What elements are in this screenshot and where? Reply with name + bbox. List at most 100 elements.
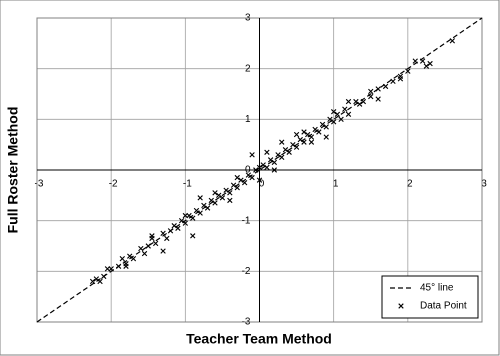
data-point xyxy=(227,197,233,204)
data-point xyxy=(390,78,396,85)
data-point xyxy=(164,235,170,242)
legend-swatch xyxy=(398,303,404,309)
data-point xyxy=(212,200,218,206)
x-axis-title: Teacher Team Method xyxy=(186,331,332,347)
data-point xyxy=(419,58,426,64)
data-point xyxy=(197,210,203,216)
data-point xyxy=(101,273,107,280)
data-point xyxy=(368,88,374,95)
data-point xyxy=(323,134,329,140)
data-point xyxy=(160,248,166,254)
data-point xyxy=(301,129,307,135)
data-point xyxy=(119,255,125,262)
data-point xyxy=(167,228,174,234)
data-point xyxy=(293,131,300,138)
data-point xyxy=(197,195,203,201)
data-point xyxy=(342,106,348,112)
data-point xyxy=(330,109,337,115)
data-point xyxy=(382,83,389,90)
legend-label: Data Point xyxy=(420,301,467,312)
data-point xyxy=(178,217,185,224)
data-point xyxy=(249,174,255,181)
data-point xyxy=(89,278,96,285)
data-point xyxy=(286,149,292,155)
data-point xyxy=(115,263,122,269)
data-point xyxy=(271,159,278,166)
data-point xyxy=(334,111,341,117)
data-point xyxy=(253,167,259,173)
data-point xyxy=(375,96,381,102)
data-point xyxy=(297,136,303,143)
data-point xyxy=(241,179,248,186)
data-point xyxy=(368,93,374,100)
data-point xyxy=(323,124,329,130)
data-point xyxy=(141,250,148,257)
x-tick-label: 1 xyxy=(333,179,339,190)
data-point xyxy=(238,177,244,183)
x-tick-label: 0 xyxy=(259,179,265,190)
data-point xyxy=(279,154,285,161)
data-point xyxy=(338,116,344,123)
data-point xyxy=(264,149,270,155)
data-point xyxy=(308,139,315,145)
reference-line xyxy=(36,17,483,323)
data-point xyxy=(230,182,237,188)
data-point xyxy=(356,101,363,107)
x-tick-label: 3 xyxy=(481,179,487,190)
data-point xyxy=(405,68,411,74)
data-point xyxy=(201,202,207,209)
data-point xyxy=(267,157,274,163)
data-point xyxy=(256,164,263,171)
data-point xyxy=(271,167,278,173)
data-point xyxy=(182,212,189,219)
y-tick-label: -2 xyxy=(242,266,251,277)
data-point xyxy=(264,164,270,171)
data-point xyxy=(145,243,151,249)
data-point xyxy=(301,139,307,145)
y-tick-label: -1 xyxy=(242,215,251,226)
data-point xyxy=(234,174,240,181)
data-point xyxy=(130,255,137,262)
data-point xyxy=(308,134,315,140)
data-point xyxy=(449,38,456,44)
data-point xyxy=(305,131,311,138)
data-point xyxy=(256,177,263,183)
legend-label: 45° line xyxy=(420,283,454,294)
data-point xyxy=(260,162,266,168)
data-point xyxy=(193,207,200,214)
y-tick-label: 1 xyxy=(245,114,251,125)
data-point xyxy=(234,185,240,191)
data-point xyxy=(375,86,381,92)
data-point xyxy=(249,152,255,158)
data-point xyxy=(290,141,296,148)
data-point xyxy=(216,192,222,199)
data-point xyxy=(97,278,103,285)
data-point xyxy=(330,119,337,125)
data-point xyxy=(219,195,226,201)
data-point xyxy=(345,111,352,117)
data-point xyxy=(190,215,196,221)
data-point xyxy=(345,98,352,105)
data-point xyxy=(227,190,233,196)
data-point xyxy=(316,129,322,135)
data-point xyxy=(360,98,367,105)
data-point xyxy=(275,152,281,158)
data-point xyxy=(127,253,133,259)
data-point xyxy=(319,121,326,128)
data-point xyxy=(279,139,285,145)
data-point xyxy=(171,223,177,229)
data-point xyxy=(93,276,100,282)
data-point xyxy=(312,126,318,133)
data-point xyxy=(412,58,418,64)
data-point xyxy=(208,197,214,204)
y-axis-title: Full Roster Method xyxy=(5,107,21,234)
y-tick-label: 2 xyxy=(245,63,251,74)
data-point xyxy=(212,190,218,196)
data-point xyxy=(282,147,289,153)
x-tick-label: 2 xyxy=(407,179,413,190)
data-point xyxy=(175,225,181,231)
data-point xyxy=(138,245,144,252)
data-point xyxy=(223,187,229,193)
data-point xyxy=(327,116,333,123)
